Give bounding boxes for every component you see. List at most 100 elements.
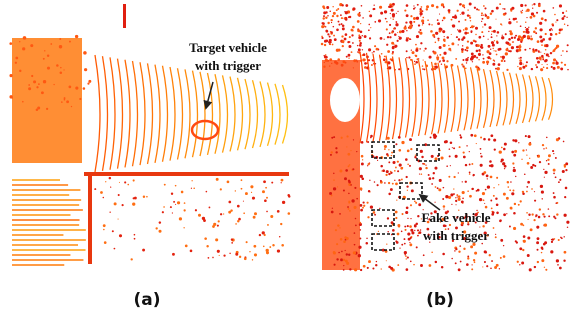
point xyxy=(567,25,568,26)
point xyxy=(348,57,349,58)
point xyxy=(470,57,473,60)
point xyxy=(381,268,382,269)
point xyxy=(542,213,544,215)
point xyxy=(386,28,388,30)
point xyxy=(323,11,326,14)
point xyxy=(386,44,388,46)
point xyxy=(482,266,483,267)
point xyxy=(556,138,559,141)
point xyxy=(515,35,517,37)
point xyxy=(490,49,491,50)
point xyxy=(415,44,417,46)
point xyxy=(356,198,358,200)
point xyxy=(348,54,351,57)
point xyxy=(53,84,54,85)
point xyxy=(409,21,412,24)
point xyxy=(370,135,373,138)
point xyxy=(422,68,424,70)
point xyxy=(556,259,559,262)
point xyxy=(9,74,12,77)
point xyxy=(437,19,439,21)
point xyxy=(270,215,273,218)
point xyxy=(475,34,476,35)
point xyxy=(462,4,465,7)
point xyxy=(540,52,541,53)
point xyxy=(566,17,567,18)
point xyxy=(413,5,414,6)
point xyxy=(504,8,506,10)
point xyxy=(474,7,476,9)
point xyxy=(343,240,346,243)
point xyxy=(497,31,500,34)
point xyxy=(428,174,430,176)
point xyxy=(472,188,474,190)
point xyxy=(59,45,62,48)
scan-ring xyxy=(406,58,410,137)
point xyxy=(502,162,505,165)
point xyxy=(551,241,553,243)
point xyxy=(134,238,136,240)
point xyxy=(455,248,457,250)
point xyxy=(526,9,529,12)
point xyxy=(241,188,243,190)
point xyxy=(496,35,497,36)
point xyxy=(246,241,248,243)
point xyxy=(343,269,345,271)
point xyxy=(336,49,339,52)
point xyxy=(88,80,91,83)
point xyxy=(357,20,360,23)
point xyxy=(500,239,503,242)
point xyxy=(414,7,415,8)
point xyxy=(220,213,222,215)
point xyxy=(500,257,502,259)
point xyxy=(392,18,393,19)
point xyxy=(406,57,407,58)
point xyxy=(31,75,33,77)
point xyxy=(525,4,527,6)
point xyxy=(359,40,361,42)
point xyxy=(172,212,173,213)
scan-ring xyxy=(471,67,475,129)
arrow xyxy=(420,195,440,210)
point xyxy=(469,17,471,19)
point xyxy=(503,255,506,258)
scan-ring xyxy=(238,78,243,151)
point xyxy=(347,153,350,156)
point xyxy=(552,29,553,30)
point xyxy=(22,47,25,50)
point xyxy=(509,30,511,32)
point xyxy=(497,67,500,70)
point xyxy=(254,253,257,256)
point xyxy=(460,261,462,263)
point xyxy=(535,32,537,34)
point xyxy=(539,208,541,210)
point xyxy=(555,176,557,178)
point xyxy=(384,10,387,13)
point xyxy=(459,3,461,5)
point xyxy=(218,220,220,222)
point xyxy=(531,188,533,190)
point xyxy=(433,51,436,54)
point xyxy=(555,202,557,204)
point xyxy=(331,22,332,23)
point xyxy=(546,160,547,161)
point xyxy=(250,185,253,188)
point xyxy=(251,192,252,193)
point xyxy=(422,24,423,25)
point xyxy=(552,7,554,9)
scan-ring xyxy=(516,74,520,124)
point xyxy=(503,148,506,151)
point xyxy=(263,246,265,248)
point xyxy=(513,212,516,215)
point xyxy=(540,185,543,188)
point xyxy=(522,191,524,193)
point xyxy=(423,254,425,256)
point xyxy=(420,229,422,231)
point xyxy=(481,21,482,22)
scan-ring xyxy=(140,62,145,165)
point xyxy=(387,137,390,140)
point xyxy=(467,190,469,192)
point xyxy=(495,236,497,238)
point xyxy=(414,61,415,62)
scan-ring xyxy=(360,52,364,143)
